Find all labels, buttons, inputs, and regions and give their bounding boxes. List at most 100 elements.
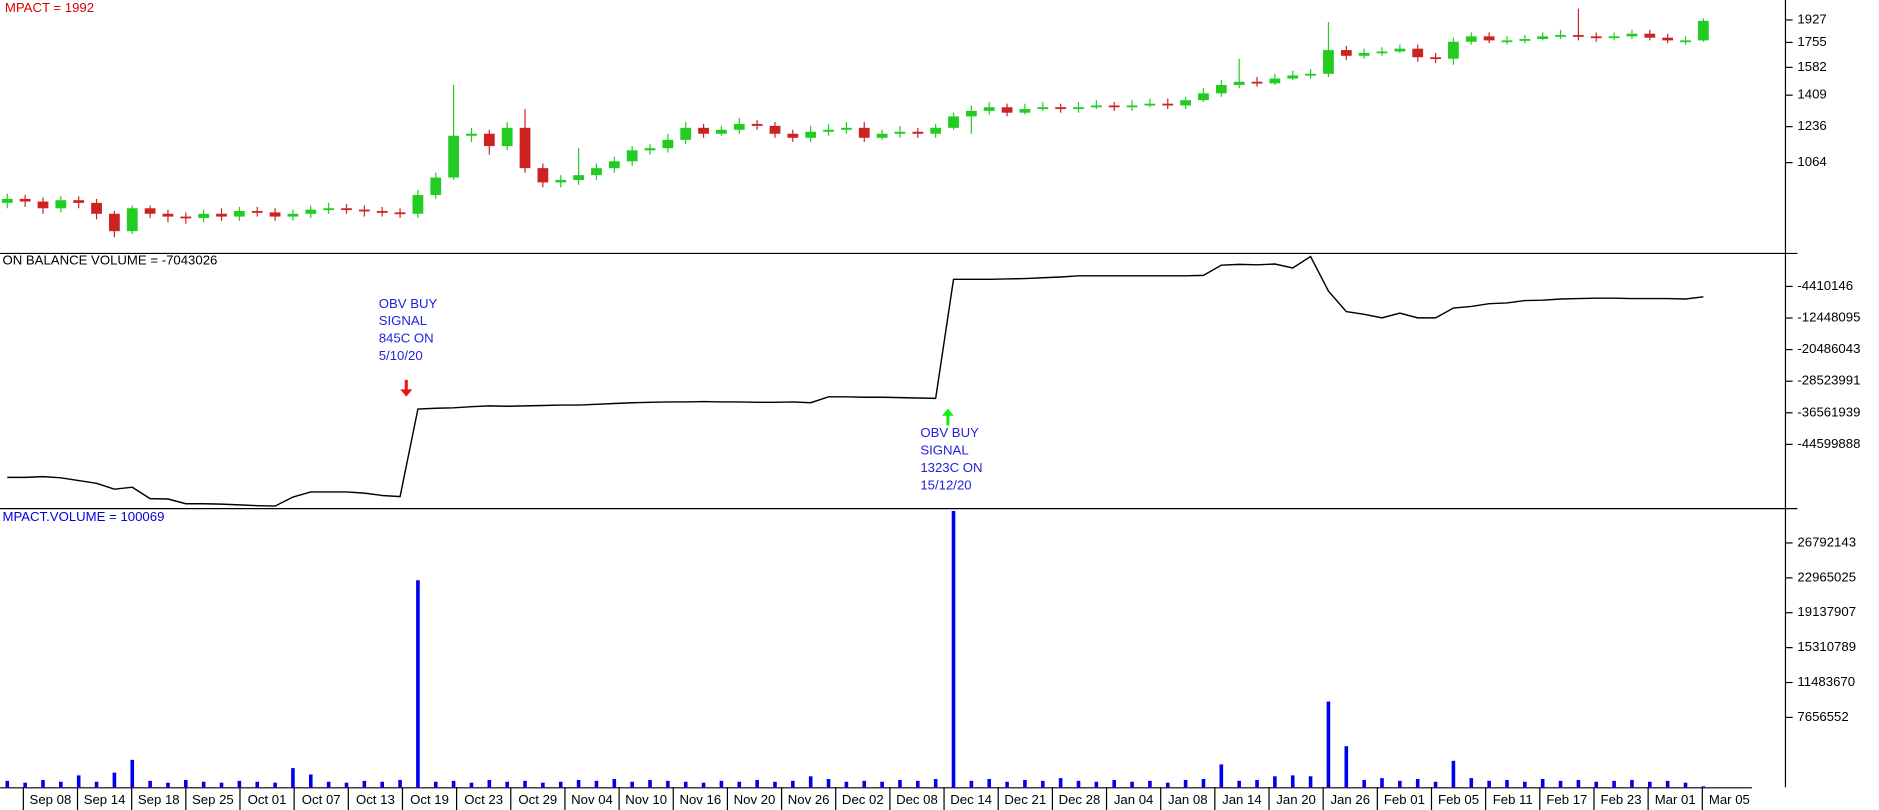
volume-bar: [558, 781, 563, 788]
volume-bar: [1148, 780, 1152, 788]
x-tick-label: Sep 25: [192, 792, 234, 807]
volume-bar: [1308, 776, 1313, 788]
volume-bar: [1380, 778, 1384, 788]
volume-bar: [94, 781, 99, 788]
y-tick-label: -44599888: [1797, 436, 1860, 451]
volume-bar: [1237, 780, 1241, 788]
candle-body: [287, 213, 299, 217]
volume-bar: [969, 780, 974, 788]
volume-bar: [844, 781, 849, 788]
volume-bar: [130, 759, 135, 788]
candle-body: [751, 123, 763, 126]
x-tick-label: Jan 14: [1222, 792, 1262, 807]
volume-bar: [1630, 779, 1634, 788]
y-tick-label: 1755: [1797, 34, 1826, 49]
volume-bar: [987, 779, 992, 788]
volume-bar: [1487, 780, 1491, 788]
obv-line: [7, 255, 1704, 507]
volume-bar: [255, 781, 260, 788]
annotation-text: 5/10/20: [379, 348, 423, 363]
candle-body: [841, 127, 852, 130]
candle-body: [180, 216, 192, 219]
candle-body: [1394, 48, 1406, 52]
y-tick-label: 22965025: [1797, 569, 1856, 584]
y-tick-label: 15310789: [1797, 639, 1856, 654]
candle-body: [126, 208, 138, 232]
candle-body: [430, 177, 442, 195]
candle-body: [1555, 35, 1566, 37]
candle-body: [1340, 50, 1352, 56]
volume-bar: [1362, 779, 1366, 788]
volume-bar: [1665, 780, 1670, 788]
candle-body: [644, 148, 656, 151]
volume-bar: [273, 782, 277, 788]
candle-body: [733, 123, 745, 130]
x-tick-label: Jan 04: [1114, 792, 1154, 807]
x-tick-label: Oct 13: [356, 792, 395, 807]
volume-bar: [451, 780, 456, 788]
volume-bar: [1576, 779, 1581, 788]
candle-body: [1198, 93, 1209, 101]
volume-bar: [487, 779, 492, 788]
candle-body: [1626, 33, 1638, 37]
volume-bar: [1540, 779, 1545, 788]
volume-bar: [1058, 778, 1063, 788]
x-tick-label: Nov 26: [788, 792, 830, 807]
candle-body: [662, 139, 674, 149]
volume-bar: [1076, 780, 1081, 788]
volume-bar: [1005, 781, 1009, 788]
candle-body: [1376, 51, 1388, 54]
y-tick-label: 1582: [1797, 59, 1826, 74]
candle-body: [573, 175, 584, 180]
annotation-text: SIGNAL: [379, 313, 427, 328]
volume-bar: [1023, 779, 1027, 788]
volume-bar: [23, 782, 27, 788]
y-tick-label: -12448095: [1797, 310, 1860, 325]
x-tick-label: Jan 20: [1276, 792, 1316, 807]
candle-body: [1608, 36, 1620, 39]
y-tick-label: 26792143: [1797, 534, 1856, 549]
volume-bar: [433, 781, 438, 788]
volume-bar: [1701, 786, 1706, 788]
x-tick-label: Nov 10: [625, 792, 667, 807]
volume-bar: [112, 772, 117, 788]
y-tick-label: -28523991: [1797, 373, 1860, 388]
annotation-text: 15/12/20: [920, 477, 971, 492]
volume-bar: [1398, 780, 1402, 788]
candle-body: [591, 168, 602, 176]
x-tick-label: Dec 28: [1059, 792, 1101, 807]
volume-bar: [612, 779, 617, 788]
volume-bar: [791, 780, 795, 788]
y-tick-label: 11483670: [1797, 674, 1855, 689]
candle-body: [1680, 40, 1691, 43]
price-title: MPACT = 1992: [5, 0, 94, 15]
annotation-arrow-head: [941, 408, 954, 416]
volume-bar: [1505, 779, 1509, 788]
volume-bar: [1558, 780, 1563, 788]
volume-bar: [541, 782, 545, 788]
x-tick-label: Sep 18: [138, 792, 180, 807]
annotation-text: 845C ON: [379, 331, 434, 346]
candle-body: [876, 133, 888, 138]
x-tick-label: Oct 01: [248, 792, 287, 807]
x-tick-label: Feb 23: [1601, 792, 1642, 807]
volume-bar: [701, 782, 706, 788]
candle-body: [19, 198, 31, 202]
candle-body: [501, 127, 513, 147]
volume-bar: [1183, 779, 1188, 788]
obv-title: ON BALANCE VOLUME = -7043026: [2, 253, 217, 268]
candle-body: [376, 211, 388, 213]
volume-bar: [1433, 781, 1438, 788]
candle-body: [1537, 36, 1549, 40]
candle-body: [537, 168, 549, 183]
x-tick-label: Nov 16: [679, 792, 721, 807]
candle-body: [894, 131, 906, 134]
candle-body: [608, 161, 620, 169]
candle-body: [1108, 105, 1120, 108]
volume-bar: [166, 782, 170, 788]
annotation-text: OBV BUY: [920, 425, 979, 440]
volume-bar: [76, 775, 81, 788]
candle-body: [448, 135, 460, 178]
candle-body: [1430, 57, 1441, 60]
volume-bar: [291, 768, 295, 788]
